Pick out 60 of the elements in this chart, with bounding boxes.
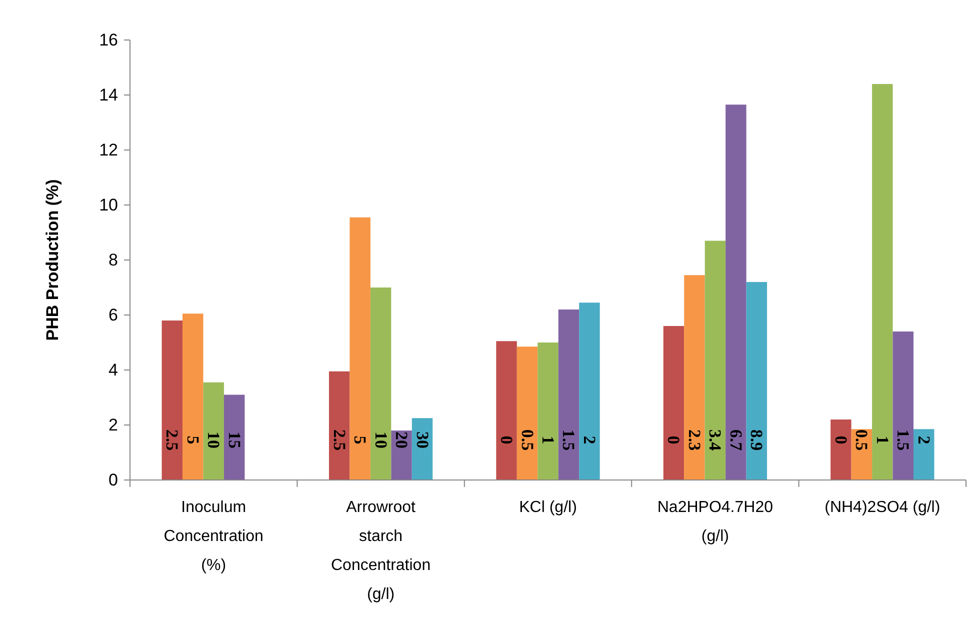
annotation: 1 <box>538 436 558 444</box>
annotation: 2.5 <box>162 429 182 451</box>
annotation: 6.7 <box>726 429 746 452</box>
annotation: 30 <box>412 432 432 448</box>
annotation: 20 <box>392 432 412 448</box>
bar <box>224 394 245 480</box>
bar <box>830 420 852 480</box>
annotation: 2 <box>580 436 599 444</box>
annotation: 15 <box>224 432 244 448</box>
annotation: 2.5 <box>330 429 349 451</box>
annotation: 0 <box>664 436 684 444</box>
x-tick-label: Na2HPO4.7H20 (g/l) <box>657 499 774 545</box>
bar <box>496 341 517 480</box>
bar <box>663 326 684 480</box>
y-tick-label: 16 <box>99 30 118 50</box>
bar <box>516 346 538 480</box>
bar <box>872 84 893 480</box>
bar <box>579 302 600 480</box>
x-tick-label: Inoculum Concentration (%) <box>164 499 264 574</box>
bar <box>914 429 934 480</box>
bar <box>726 104 746 480</box>
y-axis-title: PHB Production (%) <box>43 179 62 341</box>
bar <box>328 371 350 480</box>
bar <box>182 314 204 480</box>
y-tick-label: 12 <box>99 140 118 160</box>
annotation: 1.5 <box>559 429 578 451</box>
y-tick-label: 0 <box>108 470 118 490</box>
annotation: 0 <box>831 436 850 444</box>
bar <box>892 332 914 480</box>
y-tick-label: 6 <box>108 306 118 324</box>
annotation: 2 <box>914 436 934 444</box>
y-tick-label: 10 <box>99 196 118 214</box>
x-tick-label: KCl (g/l) <box>519 499 577 516</box>
bar <box>704 240 726 480</box>
annotation: 2.3 <box>684 429 704 451</box>
annotation: 1.5 <box>894 429 913 451</box>
bar <box>370 288 392 480</box>
annotation: 1 <box>872 436 892 444</box>
annotation: 0 <box>497 436 516 444</box>
annotation: 5 <box>183 436 202 444</box>
annotation: 3.4 <box>706 429 725 452</box>
x-tick-label: (NH4)2SO4 (g/l) <box>824 499 940 516</box>
y-tick-label: 8 <box>108 250 118 270</box>
annotation: 10 <box>371 432 390 448</box>
bar <box>162 320 182 480</box>
annotation: 5 <box>350 436 370 444</box>
annotation: 0.5 <box>518 429 537 451</box>
bar <box>558 310 580 480</box>
y-tick-label: 2 <box>108 416 118 434</box>
bar <box>350 217 370 480</box>
bar <box>538 342 558 480</box>
bar <box>746 282 768 480</box>
bar <box>684 275 705 480</box>
bar <box>203 382 224 480</box>
y-tick-label: 4 <box>108 360 118 380</box>
x-tick-label: Arrowroot starch Concentration (g/l) <box>330 499 431 603</box>
annotation: 8.9 <box>747 429 766 451</box>
annotation: 10 <box>204 432 224 448</box>
annotation: 0.5 <box>852 429 872 451</box>
y-tick-label: 14 <box>99 86 118 104</box>
